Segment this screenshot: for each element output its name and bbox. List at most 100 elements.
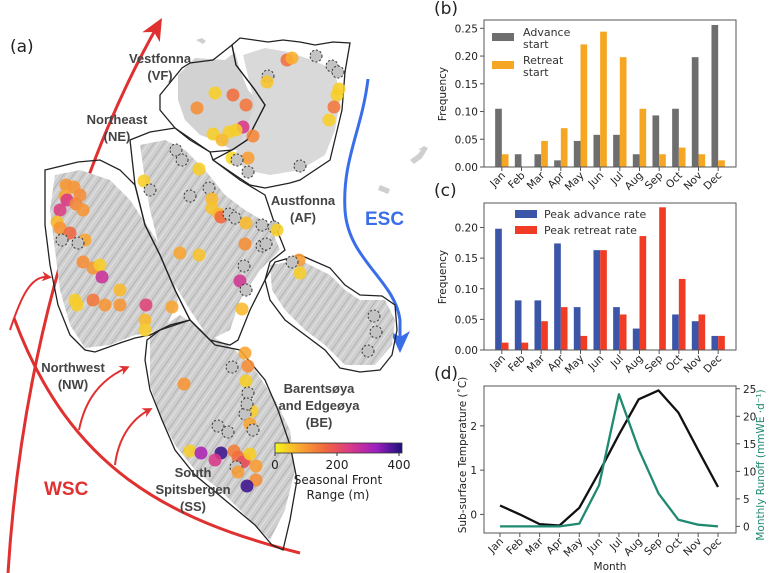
region-label-nw: Northwest bbox=[41, 360, 105, 375]
glacier-point bbox=[238, 237, 252, 251]
wsc-branch-nw bbox=[9, 271, 52, 331]
xtick-label: Oct bbox=[663, 536, 684, 557]
bar-peak-retreat-rate-aug bbox=[639, 236, 647, 350]
bar-retreat-start-jun bbox=[600, 31, 607, 167]
glacier-point-nodata bbox=[71, 236, 85, 250]
glacier-point bbox=[173, 246, 187, 260]
bar-peak-advance-rate-feb bbox=[514, 300, 522, 350]
ytick-label: 0.15 bbox=[455, 253, 478, 265]
glacier-point bbox=[241, 151, 255, 165]
colorbar-gradient bbox=[274, 442, 403, 454]
outline-ss bbox=[144, 319, 298, 551]
region-label-af-abbr: (AF) bbox=[290, 210, 316, 225]
bar-peak-retreat-rate-apr bbox=[560, 307, 568, 350]
bar-peak-retreat-rate-oct bbox=[678, 278, 686, 350]
bar-peak-advance-rate-jun bbox=[593, 250, 601, 350]
xtick-label: Mar bbox=[525, 352, 548, 375]
glacier-point bbox=[229, 123, 243, 137]
bar-advance-start-mar bbox=[534, 154, 542, 167]
ytick-label-left: 1 bbox=[470, 465, 477, 477]
xtick-label: Aug bbox=[623, 353, 646, 376]
bar-advance-start-dec bbox=[711, 24, 719, 168]
svalbard-map: (a) WSC ESC bbox=[6, 18, 428, 573]
glacier-point-nodata bbox=[241, 165, 255, 179]
chart-d-frame bbox=[483, 385, 737, 534]
chart-d-yticks-left: 0 1 2 bbox=[470, 421, 484, 521]
glacier-point bbox=[165, 300, 179, 314]
chart-b-ylabel: Frequency bbox=[437, 67, 449, 121]
glacier-point bbox=[138, 313, 152, 327]
glacier-point bbox=[93, 258, 107, 272]
region-label-ss-abbr: (SS) bbox=[180, 499, 206, 514]
legend-swatch-retreat-start bbox=[492, 61, 514, 69]
legend-label-peak-advance: Peak advance rate bbox=[544, 208, 646, 221]
bar-retreat-start-nov bbox=[698, 154, 706, 167]
esc-label: ESC bbox=[365, 209, 404, 230]
legend-label-retreat-start-1: Retreat bbox=[523, 54, 564, 67]
glacier-point-nodata bbox=[230, 153, 244, 167]
glacier-point bbox=[231, 465, 245, 479]
bar-peak-advance-rate-jan bbox=[495, 228, 502, 350]
chart-c-ylabel: Frequency bbox=[437, 250, 449, 304]
xtick-label: Sep bbox=[642, 535, 665, 558]
chart-b-frame bbox=[483, 19, 737, 168]
xtick-label: Sep bbox=[643, 352, 666, 375]
glacier-point bbox=[177, 377, 191, 391]
legend-label-retreat-start-2: start bbox=[523, 66, 549, 79]
colorbar-title-1: Seasonal Front bbox=[294, 473, 383, 487]
glacier-point-nodata bbox=[367, 309, 381, 323]
bar-peak-advance-rate-oct bbox=[672, 314, 679, 350]
region-label-vf: Vestfonna bbox=[129, 51, 192, 66]
glacier-point-nodata bbox=[285, 255, 299, 269]
bar-peak-advance-rate-jul bbox=[613, 307, 620, 350]
glacier-point bbox=[183, 444, 197, 458]
ytick-label: 0.00 bbox=[455, 345, 478, 357]
glacier-point bbox=[194, 446, 208, 460]
ytick-label-right: 20 bbox=[743, 411, 756, 423]
bar-advance-start-jun bbox=[593, 134, 601, 167]
xtick-label: Jun bbox=[585, 170, 606, 191]
bar-advance-start-feb bbox=[514, 154, 522, 167]
chart-b-bars bbox=[495, 24, 725, 168]
chart-b-yticks: 0.00 0.05 0.10 0.15 0.20 0.25 bbox=[455, 23, 484, 174]
xtick-label: Nov bbox=[682, 170, 705, 193]
xtick-label: Dec bbox=[701, 535, 724, 558]
region-labels: Vestfonna (VF) Northeast (NE) Austfonna … bbox=[41, 51, 360, 514]
bar-retreat-start-aug bbox=[639, 108, 647, 167]
glacier-point bbox=[327, 100, 341, 114]
region-label-af: Austfonna bbox=[271, 193, 336, 208]
xtick-label: Oct bbox=[664, 353, 685, 374]
bar-peak-retreat-rate-feb bbox=[521, 342, 529, 350]
bar-peak-retreat-rate-jun bbox=[600, 250, 607, 350]
ytick-label-left: 2 bbox=[470, 421, 477, 433]
bar-peak-advance-rate-may bbox=[573, 307, 581, 350]
ytick-label: 0.20 bbox=[455, 223, 478, 235]
xtick-label: Dec bbox=[701, 352, 724, 375]
outline-af bbox=[211, 37, 351, 189]
glacier-point-nodata bbox=[369, 325, 383, 339]
glacier-point-nodata bbox=[237, 259, 251, 273]
bar-retreat-start-dec bbox=[718, 160, 725, 167]
region-label-ss-2: Spitsbergen bbox=[155, 482, 230, 497]
ytick-label-left: 0 bbox=[470, 509, 477, 521]
glacier-point bbox=[190, 101, 204, 115]
ytick-label-right: 5 bbox=[743, 494, 750, 506]
glacier-point-nodata bbox=[239, 283, 253, 297]
xtick-label: Jan bbox=[485, 536, 506, 557]
glacier-point bbox=[95, 270, 109, 284]
glacier-point bbox=[330, 88, 344, 102]
bar-peak-retreat-rate-jul bbox=[619, 314, 627, 350]
glacier-point bbox=[239, 216, 253, 230]
colorbar-tick-200: 200 bbox=[326, 458, 349, 472]
glacier-point bbox=[208, 86, 222, 100]
xtick-label: Oct bbox=[664, 170, 685, 191]
chart-d-ylabel-left: Sub-surface Temperature (˚C) bbox=[457, 377, 469, 534]
glacier-points bbox=[50, 49, 383, 493]
chart-d-ylabel-right: Monthly Runoff (mmWE ·d⁻¹) bbox=[755, 389, 767, 540]
glacier-point bbox=[192, 162, 206, 176]
xtick-label: May bbox=[563, 170, 587, 194]
xtick-label: Nov bbox=[682, 353, 705, 376]
